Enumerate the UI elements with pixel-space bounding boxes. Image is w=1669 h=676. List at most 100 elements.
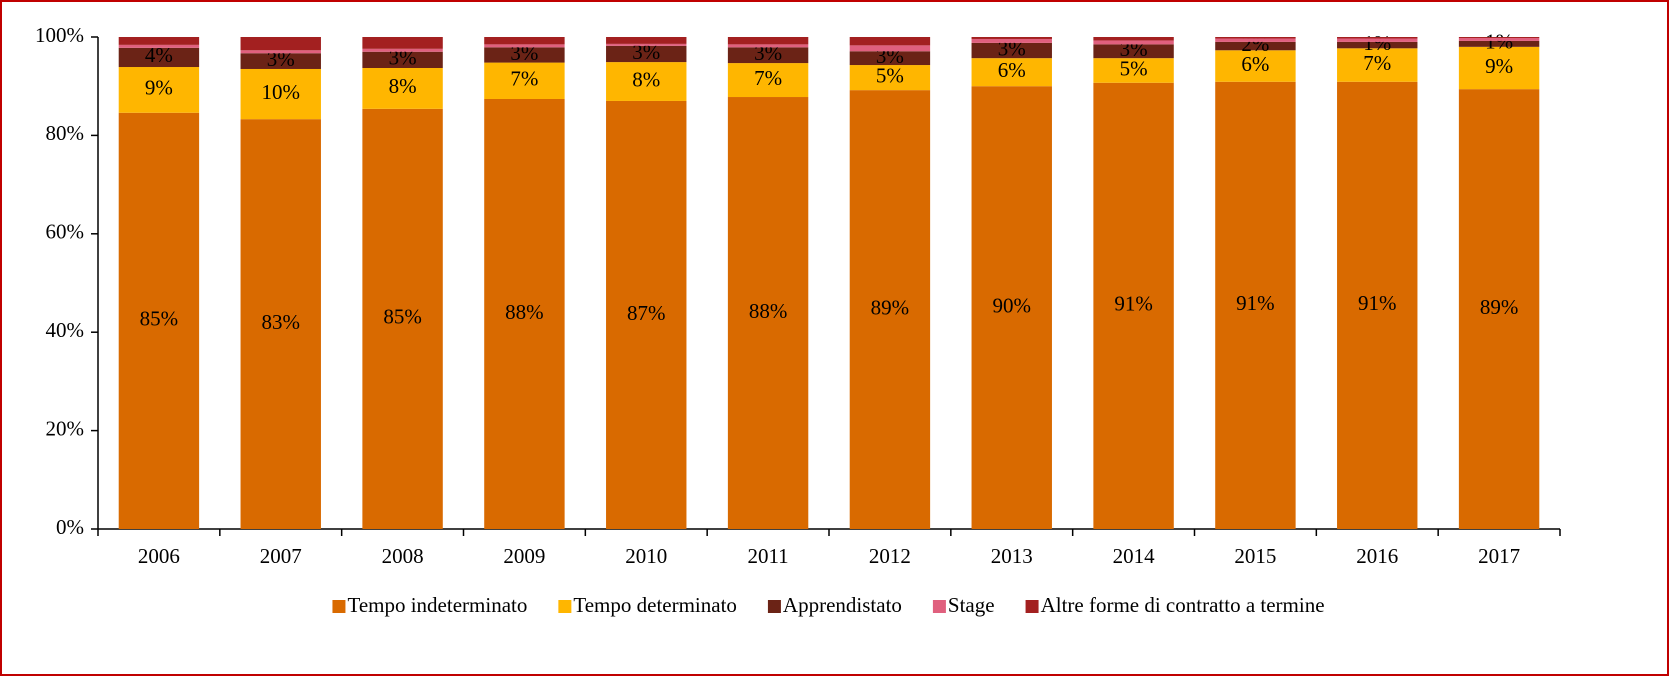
data-label: 2% (1241, 32, 1269, 56)
legend-label: Altre forme di contratto a termine (1041, 593, 1325, 617)
data-label: 83% (262, 310, 301, 334)
bar-segment (362, 37, 443, 49)
bar-segment (1215, 41, 1296, 51)
bar-segment (1215, 37, 1296, 39)
bar-segment (118, 37, 200, 45)
y-tick-label: 0% (56, 515, 84, 539)
bar-segment (1458, 46, 1540, 90)
bar-segment (1215, 50, 1296, 82)
data-label: 91% (1236, 291, 1275, 315)
legend-swatch (767, 600, 781, 613)
x-tick-label: 2014 (1113, 544, 1156, 568)
x-tick-label: 2007 (260, 544, 302, 568)
bar-segment (727, 44, 809, 48)
legend-swatch (932, 600, 946, 613)
bar-segment (849, 51, 931, 66)
bar-segment (849, 37, 931, 46)
bar-segment (484, 62, 565, 99)
x-tick-label: 2013 (991, 544, 1033, 568)
bar-segment (727, 97, 809, 530)
legend-label: Tempo indeterminato (347, 593, 527, 617)
bar-segment (1093, 40, 1174, 45)
bar-segment (1337, 48, 1418, 82)
data-label: 91% (1114, 292, 1153, 316)
bar-segment (1458, 37, 1540, 38)
bar-segment (362, 108, 443, 529)
y-tick-label: 20% (46, 416, 85, 440)
bar-segment (484, 47, 565, 63)
bar-segment (118, 67, 200, 113)
data-label: 6% (998, 58, 1026, 82)
data-label: 88% (505, 300, 544, 324)
data-label: 5% (876, 63, 904, 87)
bar-segment (240, 119, 321, 529)
x-tick-label: 2017 (1478, 544, 1520, 568)
data-label: 91% (1358, 291, 1397, 315)
y-tick-label: 80% (46, 121, 85, 145)
bar-segment (971, 38, 1052, 43)
legend-label: Tempo determinato (573, 593, 737, 617)
data-label: 7% (754, 66, 782, 90)
bar-segment (1337, 41, 1418, 49)
bar-segment (606, 62, 687, 101)
bar-segment (1215, 81, 1296, 529)
data-label: 1% (1363, 31, 1391, 55)
data-label: 8% (632, 67, 660, 91)
x-tick-label: 2008 (382, 544, 424, 568)
bar-segment (1093, 37, 1174, 41)
bar-segment (1458, 40, 1540, 47)
data-label: 6% (1241, 52, 1269, 76)
data-label: 9% (145, 76, 173, 100)
bar-segment (240, 50, 321, 54)
bar-segment (849, 45, 931, 52)
data-label: 9% (1485, 54, 1513, 78)
bar-segment (362, 67, 443, 109)
bar-segment (606, 100, 687, 530)
bar-segment (849, 65, 931, 91)
y-tick-label: 100% (35, 23, 84, 47)
bar-segment (1093, 82, 1174, 530)
data-label: 88% (749, 299, 788, 323)
data-label: 1% (1485, 30, 1513, 54)
bar-segment (606, 43, 687, 46)
legend-label: Stage (948, 593, 995, 617)
bar-segment (1458, 89, 1540, 529)
x-tick-label: 2015 (1234, 544, 1276, 568)
bar-segment (484, 37, 565, 45)
data-label: 87% (627, 301, 666, 325)
x-tick-label: 2006 (138, 544, 180, 568)
x-tick-label: 2010 (625, 544, 667, 568)
data-label: 5% (1120, 56, 1148, 80)
bar-segment (240, 37, 321, 51)
legend-swatch (332, 600, 346, 613)
bar-segment (240, 53, 321, 69)
bar-segment (1337, 38, 1418, 42)
bar-segment (118, 47, 200, 68)
y-tick-label: 40% (46, 318, 85, 342)
legend-swatch (558, 600, 572, 613)
legend-swatch (1025, 600, 1039, 613)
bar-segment (849, 90, 931, 530)
x-tick-label: 2011 (747, 544, 788, 568)
data-label: 8% (389, 74, 417, 98)
bar-segment (1337, 37, 1418, 39)
data-label: 89% (1480, 295, 1519, 319)
bar-segment (1093, 58, 1174, 83)
y-tick-label: 60% (46, 220, 85, 244)
bar-segment (606, 45, 687, 63)
bar-segment (727, 47, 809, 64)
data-label: 7% (1363, 51, 1391, 75)
bar-segment (727, 37, 809, 45)
bar-segment (484, 98, 565, 529)
bar-segment (118, 112, 200, 529)
bar-segment (118, 44, 200, 48)
bar-segment (1458, 37, 1540, 41)
bar-segment (971, 86, 1052, 529)
bar-segment (971, 42, 1052, 59)
bar-segment (971, 58, 1052, 87)
data-label: 89% (871, 295, 910, 319)
x-tick-label: 2009 (503, 544, 545, 568)
x-tick-label: 2016 (1356, 544, 1398, 568)
bar-segment (362, 48, 443, 52)
